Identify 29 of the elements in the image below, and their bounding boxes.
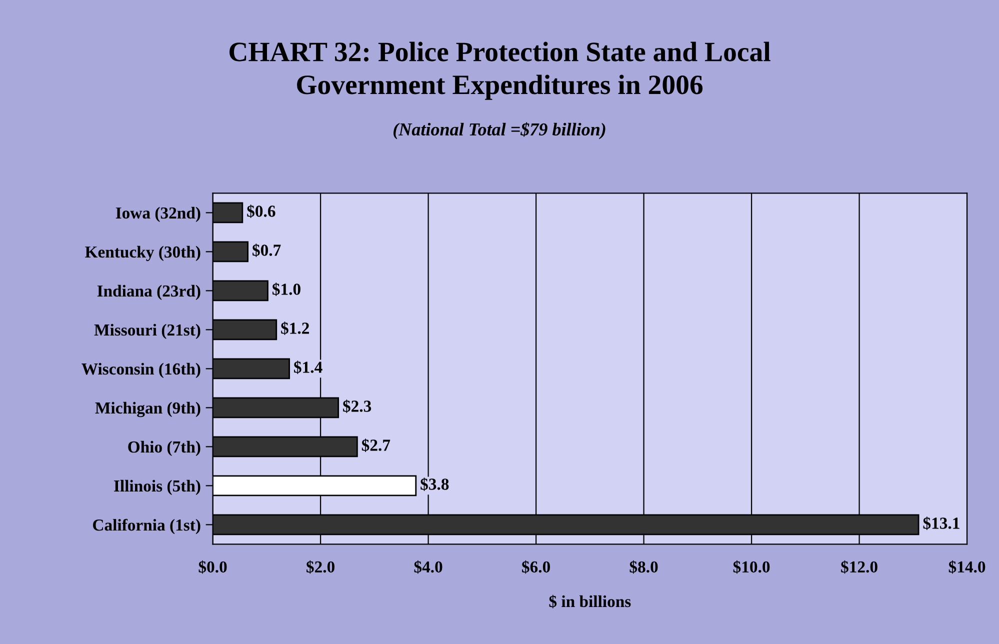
data-label: $0.7 — [252, 244, 281, 257]
x-tick-label: $0.0 — [198, 560, 227, 574]
x-tick-label: $14.0 — [948, 560, 986, 574]
y-tick-label: Indiana (23rd) — [97, 284, 200, 300]
y-tick-label: Kentucky (30th) — [85, 246, 200, 262]
y-tick-label: California (1st) — [93, 518, 200, 534]
y-tick-label: Michigan (9th) — [95, 402, 200, 418]
data-label: $1.0 — [272, 282, 300, 296]
x-tick-label: $8.0 — [630, 560, 658, 574]
y-tick-label: Illinois (5th) — [114, 480, 200, 496]
x-tick-label: $4.0 — [414, 560, 442, 574]
data-label: $2.7 — [362, 438, 390, 452]
data-label: $13.1 — [923, 516, 960, 530]
y-tick-label: Ohio (7th) — [128, 440, 200, 456]
x-tick-label: $12.0 — [841, 560, 878, 574]
y-tick-label: Wisconsin (16th) — [82, 362, 200, 378]
chart-title: CHART 32: Police Protection State and Local Government Expenditures in 2006 — [230, 42, 770, 100]
data-label: $3.8 — [420, 478, 449, 491]
x-tick-label: $10.0 — [733, 560, 770, 574]
data-label: $1.2 — [281, 322, 309, 335]
y-tick-label: Iowa (32nd) — [116, 206, 200, 222]
x-tick-label: $2.0 — [306, 560, 334, 574]
data-label: $0.6 — [247, 204, 276, 218]
data-label: $1.4 — [294, 360, 322, 374]
y-tick-label: Missouri (21st) — [94, 324, 200, 340]
x-axis-title: $ in billions — [549, 594, 631, 608]
chart-subtitle: (National Total =$79 billion) — [394, 122, 606, 140]
x-tick-label: $6.0 — [522, 560, 550, 574]
data-label: $2.3 — [343, 400, 372, 413]
